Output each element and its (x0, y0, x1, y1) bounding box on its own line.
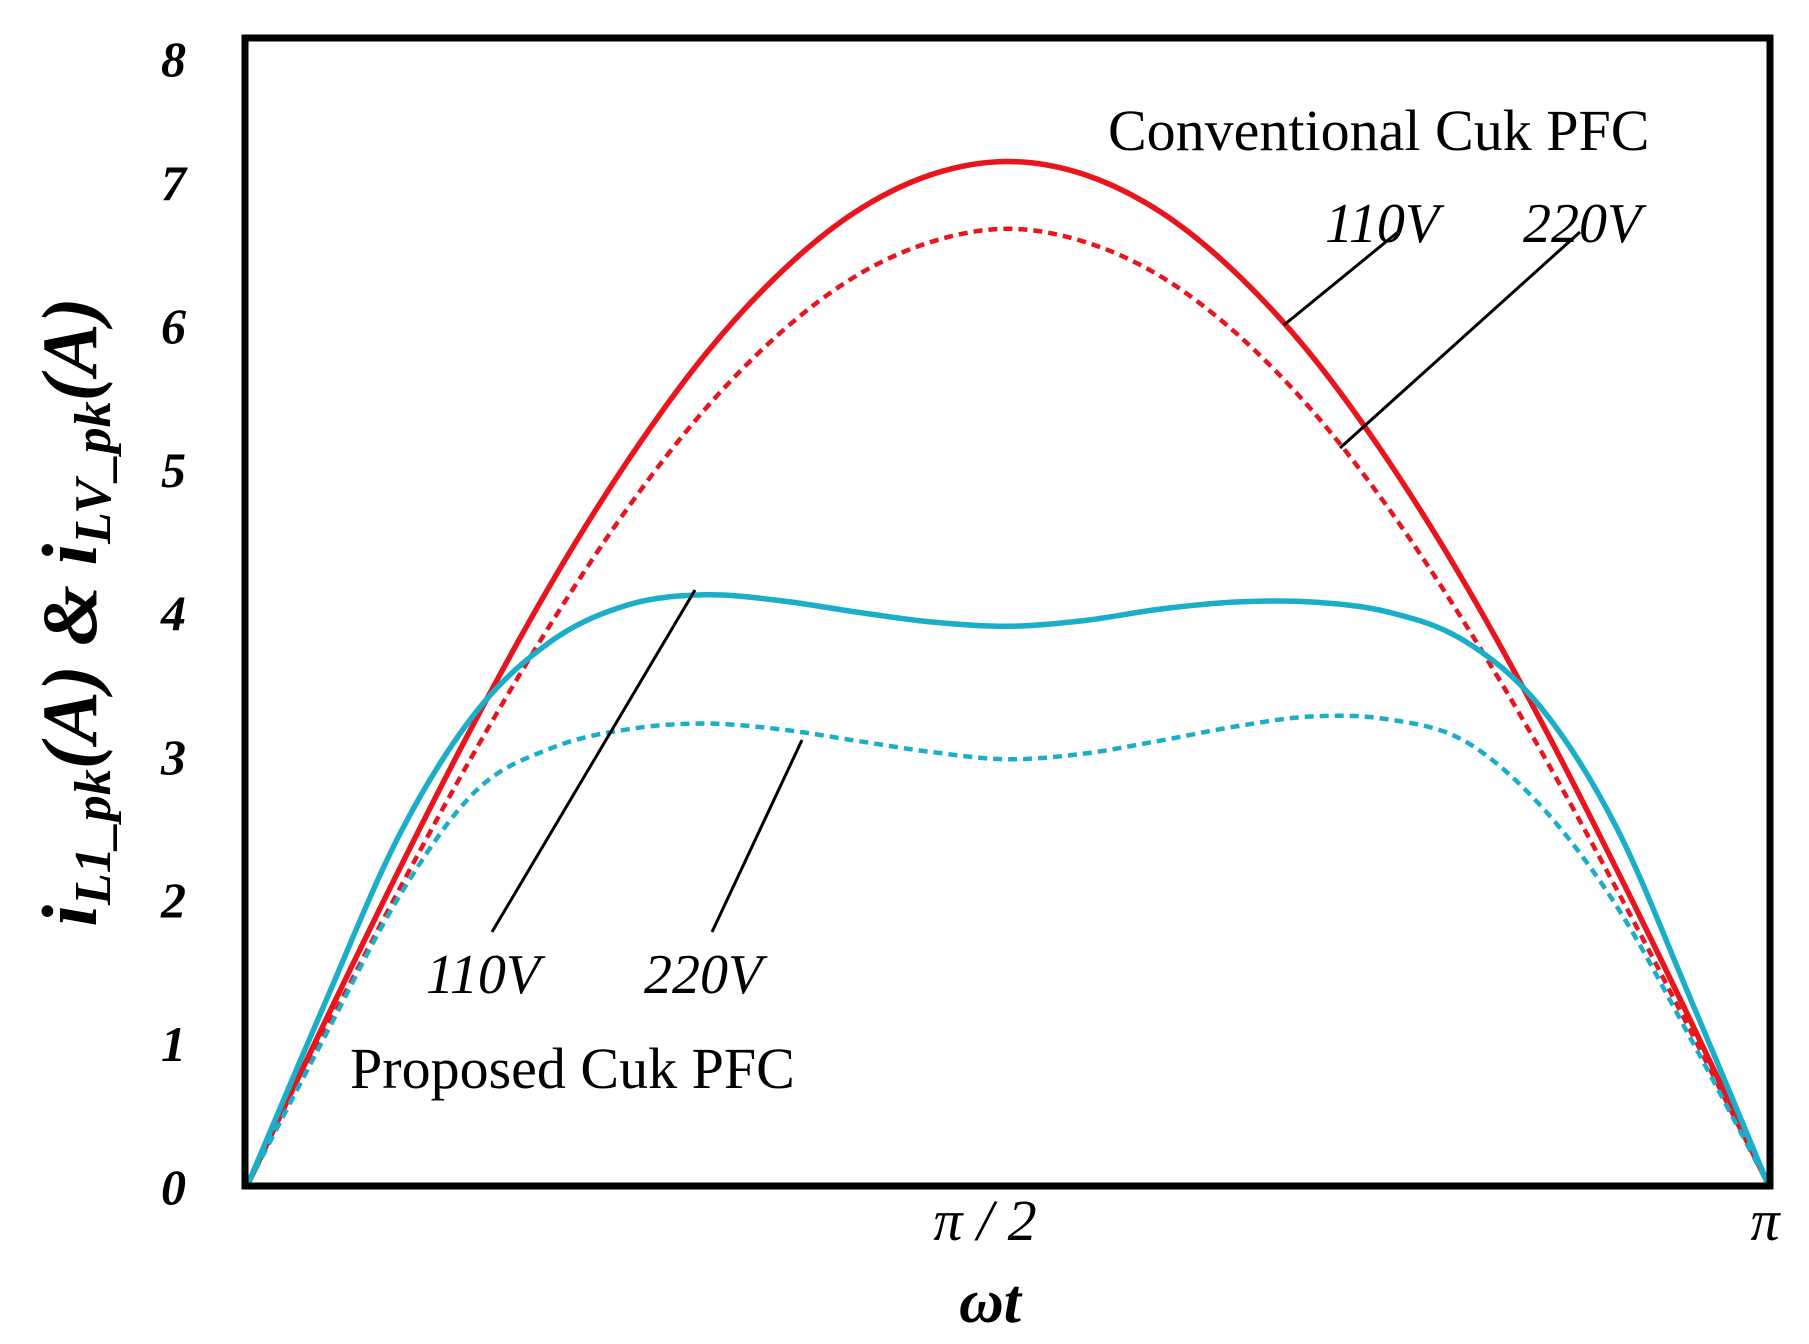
y-axis-ticks: 0 1 2 3 4 5 6 7 8 (160, 31, 188, 1215)
x-tick-label: π (1750, 1188, 1781, 1253)
conventional-110v-label: 110V (1325, 193, 1445, 255)
y-tick-label: 2 (160, 872, 186, 928)
series-line-proposed-220v (246, 713, 1770, 1186)
x-tick-label: π / 2 (933, 1188, 1036, 1253)
conventional-220v-label: 220V (1523, 193, 1647, 255)
leader-prop-110v (490, 589, 697, 933)
series-line-conventional-220v (245, 226, 1771, 1186)
y-label-subscript-2: LV_pk (65, 401, 122, 545)
y-label-tail: (A) (26, 297, 113, 401)
annotation-leaders (490, 230, 1582, 933)
y-tick-label: 7 (161, 155, 188, 211)
x-axis-label: ωt (959, 1268, 1023, 1336)
y-tick-label: 1 (161, 1016, 186, 1072)
proposed-220v-label: 220V (644, 944, 768, 1006)
y-label-subscript-1: L1_pk (65, 769, 122, 906)
proposed-110v-label: 110V (426, 944, 546, 1006)
y-tick-label: 8 (161, 31, 186, 87)
leader-conv-110v (1283, 230, 1399, 327)
y-tick-label: 4 (160, 585, 186, 641)
series-layer (245, 158, 1771, 1186)
proposed-group-label: Proposed Cuk PFC (350, 1036, 795, 1101)
y-tick-label: 3 (160, 729, 186, 785)
leader-conv-220v (1338, 230, 1582, 450)
y-axis-label: iL1_pk(A) & iLV_pk(A) (26, 297, 122, 926)
y-label-current-2: i (26, 544, 113, 566)
conventional-group-label: Conventional Cuk PFC (1108, 98, 1649, 163)
y-tick-label: 0 (161, 1159, 186, 1215)
y-label-middle: (A) & (26, 566, 113, 770)
y-tick-label: 5 (161, 442, 186, 498)
series-line-proposed-110v (245, 591, 1771, 1186)
y-label-current-1: i (26, 905, 113, 927)
leader-prop-220v (710, 739, 804, 933)
y-tick-label: 6 (161, 298, 186, 354)
x-axis-ticks: π / 2 π (933, 1188, 1781, 1253)
series-line-conventional-110v (245, 158, 1771, 1186)
plot-frame (241, 34, 1774, 1190)
